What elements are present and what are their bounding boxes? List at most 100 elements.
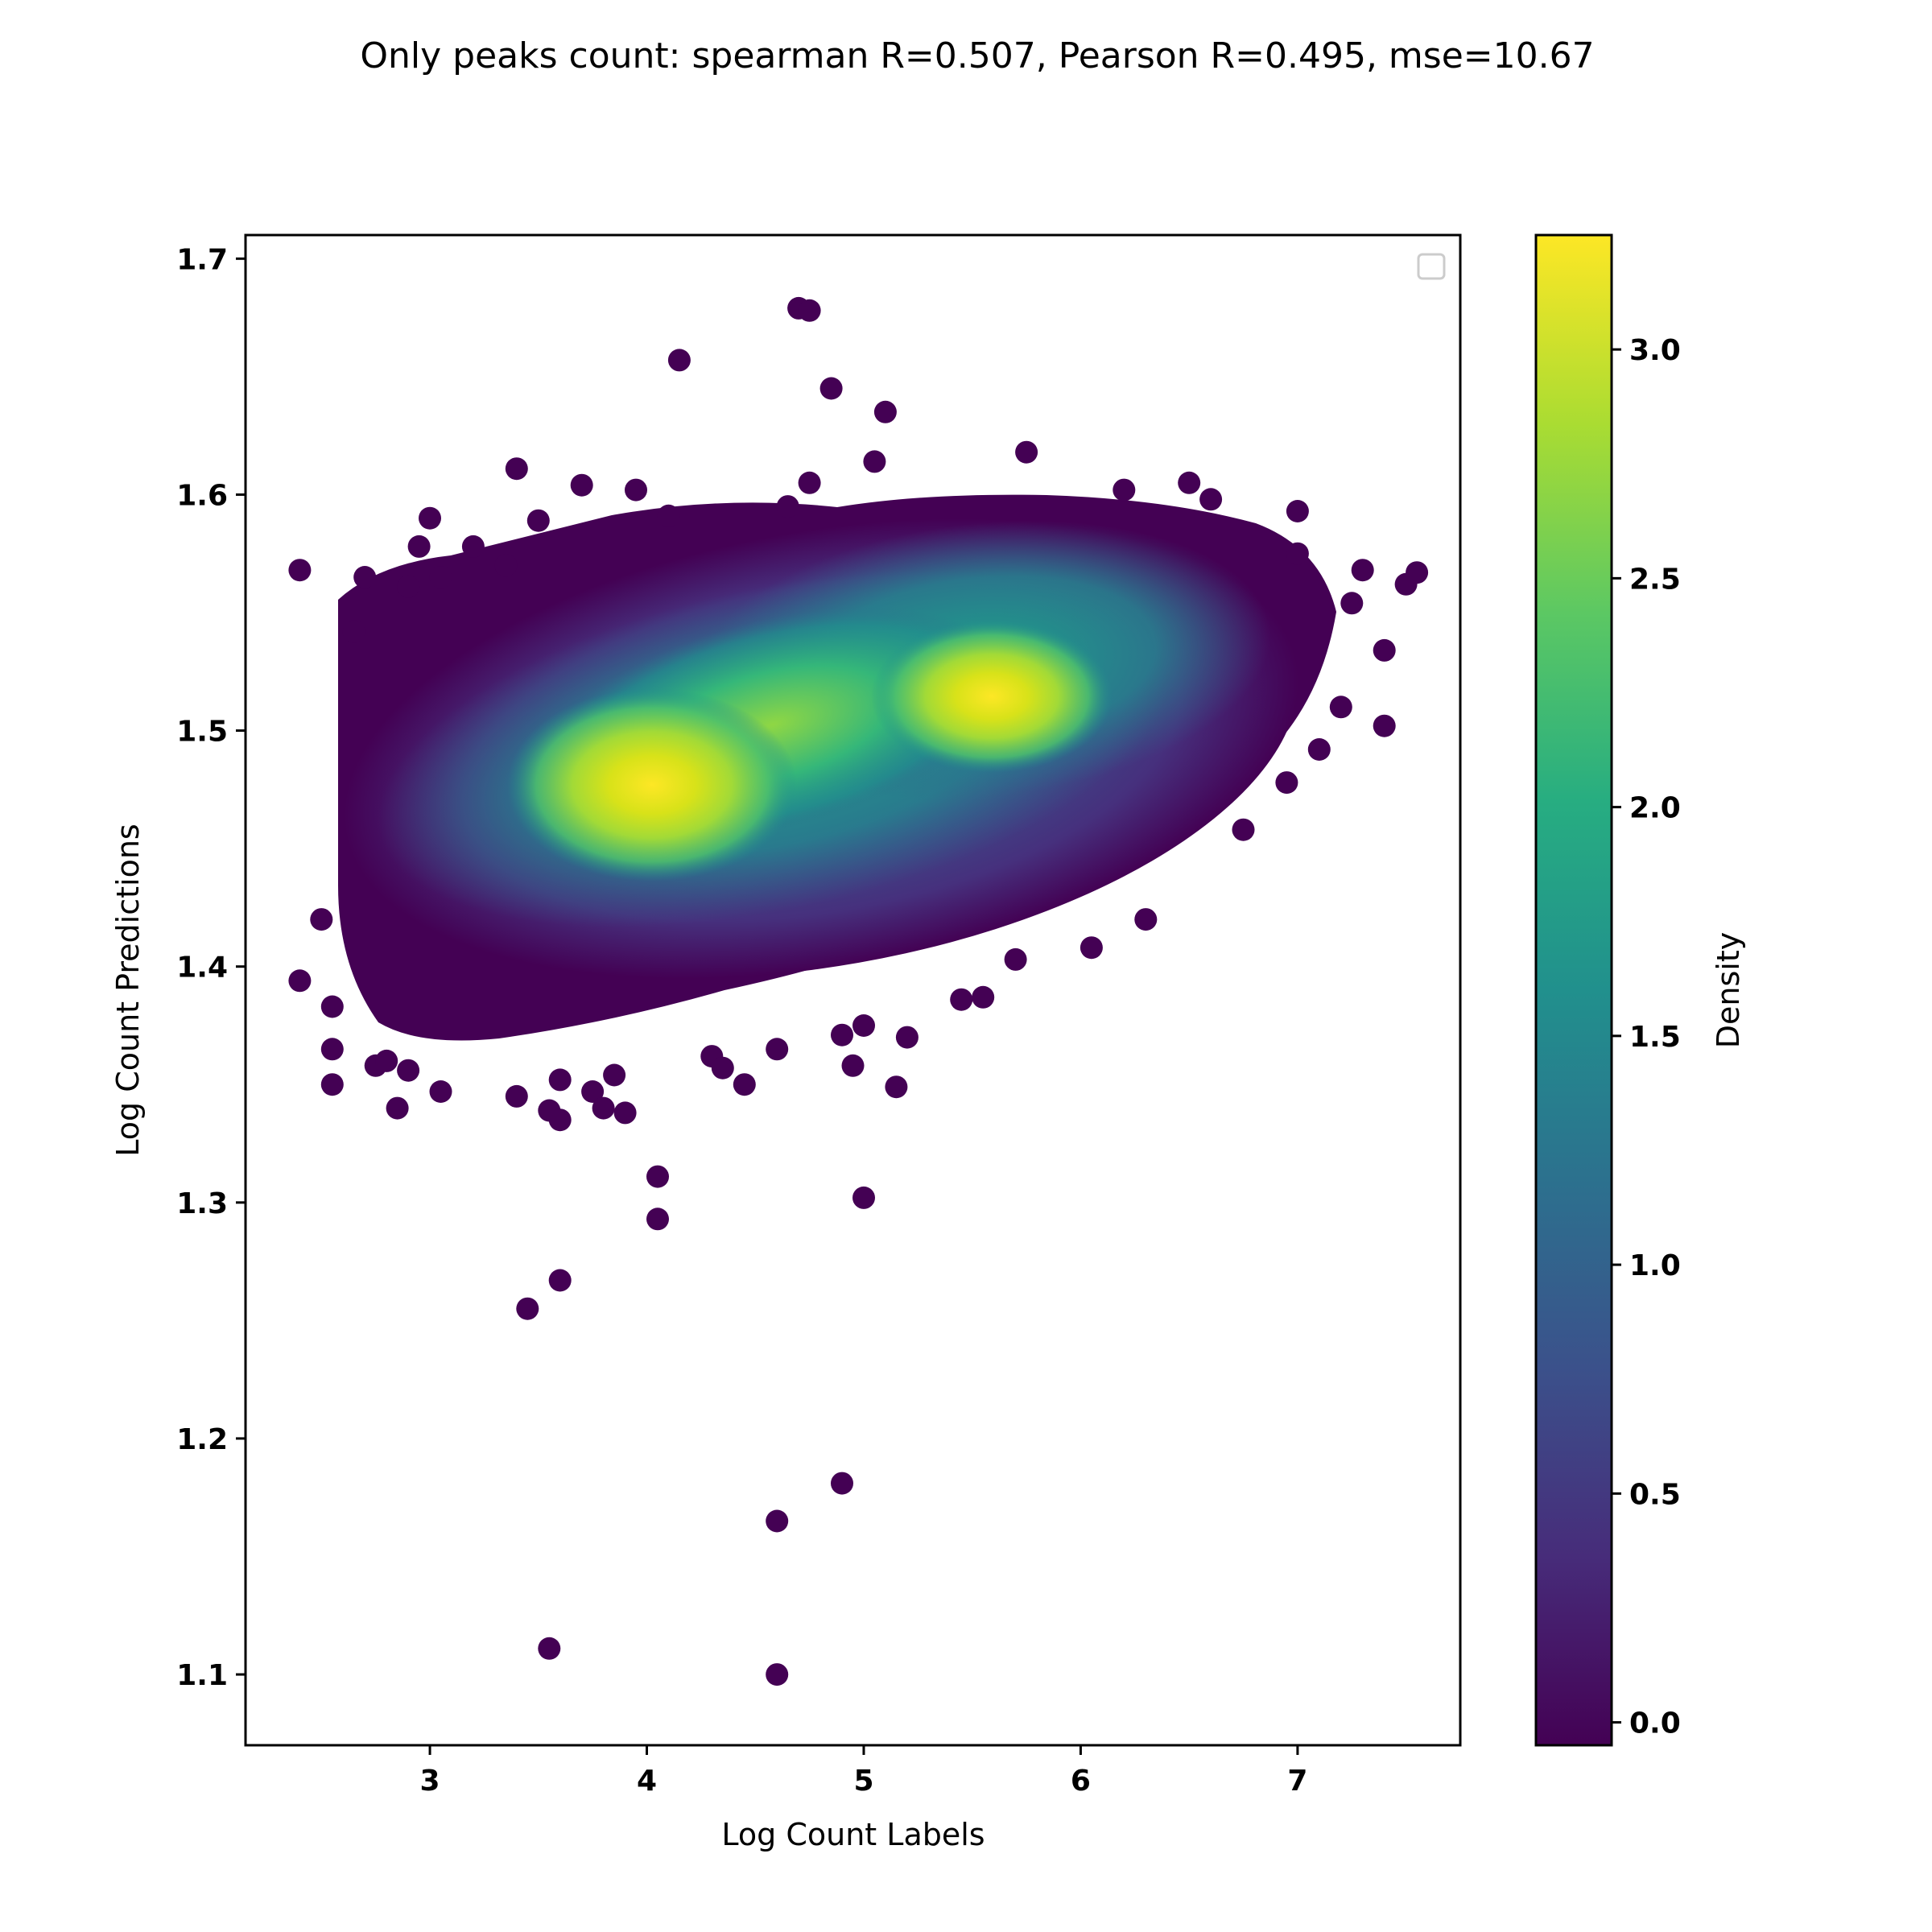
scatter-point-3 xyxy=(320,1073,344,1096)
x-axis-label: Log Count Labels xyxy=(721,1817,985,1852)
scatter-point-15 xyxy=(429,1080,452,1103)
x-tick-label-4: 4 xyxy=(637,1765,657,1798)
scatter-point-33 xyxy=(657,504,680,527)
x-axis-ticks: 3 4 5 6 7 xyxy=(420,1745,1307,1798)
chart-title: Only peaks count: spearman R=0.507, Pear… xyxy=(360,35,1594,76)
colorbar-ticks: 0.0 0.5 1.0 1.5 2.0 2.5 3.0 xyxy=(1612,334,1681,1740)
colorbar-label: Density xyxy=(1711,932,1746,1048)
scatter-point-39 xyxy=(776,495,799,518)
scatter-point-61 xyxy=(1232,818,1255,841)
scatter-point-52 xyxy=(950,988,973,1011)
scatter-point-66 xyxy=(1329,696,1352,719)
scatter-point-12 xyxy=(397,575,420,598)
x-tick-label-7: 7 xyxy=(1287,1765,1307,1798)
scatter-point-59 xyxy=(1178,471,1201,494)
scatter-point-57 xyxy=(1113,478,1136,502)
scatter-point-38 xyxy=(766,1038,789,1061)
scatter-point-45 xyxy=(841,1054,865,1077)
y-tick-label-1.4: 1.4 xyxy=(176,952,228,985)
scatter-point-31 xyxy=(646,1165,669,1188)
scatter-point-64 xyxy=(1286,542,1309,565)
scatter-point-54 xyxy=(1004,947,1027,971)
scatter-point-37 xyxy=(733,1073,756,1096)
scatter-point-67 xyxy=(1340,592,1364,615)
density-peak-left xyxy=(507,688,797,881)
scatter-point-36 xyxy=(711,1056,734,1080)
y-tick-label-1.1: 1.1 xyxy=(176,1659,228,1692)
scatter-point-75 xyxy=(538,1637,561,1660)
scatter-point-2 xyxy=(310,908,333,931)
scatter-point-21 xyxy=(526,509,550,532)
colorbar xyxy=(1534,233,1613,1747)
scatter-point-26 xyxy=(581,1080,605,1103)
scatter-point-73 xyxy=(516,1297,539,1320)
scatter-point-49 xyxy=(873,400,897,423)
scatter-point-6 xyxy=(342,620,365,643)
scatter-point-74 xyxy=(548,1269,572,1292)
scatter-point-48 xyxy=(863,450,886,473)
scatter-point-77 xyxy=(766,1509,789,1533)
scatter-point-69 xyxy=(1373,638,1396,662)
colorbar-tick-label-1: 1.0 xyxy=(1629,1249,1681,1282)
scatter-point-7 xyxy=(353,566,377,588)
scatter-point-44 xyxy=(831,1023,853,1046)
scatter-point-19 xyxy=(505,1084,528,1108)
colorbar-tick-label-0.5: 0.5 xyxy=(1629,1478,1681,1511)
scatter-point-16 xyxy=(429,566,452,588)
x-tick-label-5: 5 xyxy=(853,1765,873,1798)
scatter-point-63 xyxy=(1286,500,1309,522)
colorbar-tick-label-2.5: 2.5 xyxy=(1629,563,1681,596)
scatter-point-32 xyxy=(646,1208,669,1231)
scatter-point-65 xyxy=(1307,738,1331,761)
scatter-point-20 xyxy=(505,457,528,481)
x-tick-label-3: 3 xyxy=(420,1765,440,1798)
scatter-point-50 xyxy=(885,1075,908,1099)
scatter-point-68 xyxy=(1351,559,1374,582)
scatter-point-43 xyxy=(819,377,843,400)
y-tick-label-1.6: 1.6 xyxy=(176,479,228,512)
scatter-point-4 xyxy=(320,1038,344,1061)
scatter-point-34 xyxy=(667,349,691,372)
axes-frame xyxy=(244,233,1462,1747)
outlier-points xyxy=(288,296,1429,1686)
y-tick-label-1.2: 1.2 xyxy=(176,1423,228,1456)
scatter-point-55 xyxy=(1015,440,1038,464)
scatter-point-72 xyxy=(1406,561,1429,584)
scatter-point-46 xyxy=(852,1014,875,1037)
scatter-point-5 xyxy=(320,995,344,1018)
scatter-point-27 xyxy=(592,1096,615,1120)
scatter-point-41 xyxy=(798,299,821,322)
scatter-point-10 xyxy=(386,1096,409,1120)
scatter-point-60 xyxy=(1199,488,1223,511)
plot-area xyxy=(288,296,1429,1686)
colorbar-tick-label-0: 0.0 xyxy=(1629,1707,1681,1740)
density-peak-right xyxy=(871,620,1113,773)
scatter-point-28 xyxy=(603,1063,626,1087)
scatter-point-62 xyxy=(1275,771,1298,795)
scatter-point-30 xyxy=(625,478,647,502)
scatter-point-56 xyxy=(1080,936,1103,960)
scatter-point-76 xyxy=(766,1663,789,1686)
y-tick-label-1.5: 1.5 xyxy=(176,716,228,749)
legend-box xyxy=(1417,253,1446,280)
colorbar-tick-label-1.5: 1.5 xyxy=(1629,1021,1681,1054)
scatter-point-70 xyxy=(1373,714,1396,737)
y-tick-label-1.7: 1.7 xyxy=(176,243,228,276)
colorbar-tick-label-2: 2.0 xyxy=(1629,792,1681,825)
scatter-point-13 xyxy=(407,535,431,558)
y-axis-ticks: 1.1 1.2 1.3 1.4 1.5 1.6 1.7 xyxy=(176,243,246,1692)
scatter-point-78 xyxy=(831,1472,853,1495)
scatter-point-11 xyxy=(397,1059,420,1082)
y-tick-label-1.3: 1.3 xyxy=(176,1187,228,1220)
scatter-point-18 xyxy=(494,554,518,577)
scatter-point-24 xyxy=(548,1068,572,1092)
x-tick-label-6: 6 xyxy=(1071,1765,1091,1798)
scatter-point-29 xyxy=(613,1101,637,1125)
scatter-point-14 xyxy=(419,506,441,530)
scatter-point-47 xyxy=(852,1186,875,1209)
y-axis-label: Log Count Predictions xyxy=(110,824,146,1156)
scatter-point-51 xyxy=(895,1026,919,1049)
scatter-point-58 xyxy=(1134,908,1158,931)
colorbar-tick-label-3: 3.0 xyxy=(1629,334,1681,367)
